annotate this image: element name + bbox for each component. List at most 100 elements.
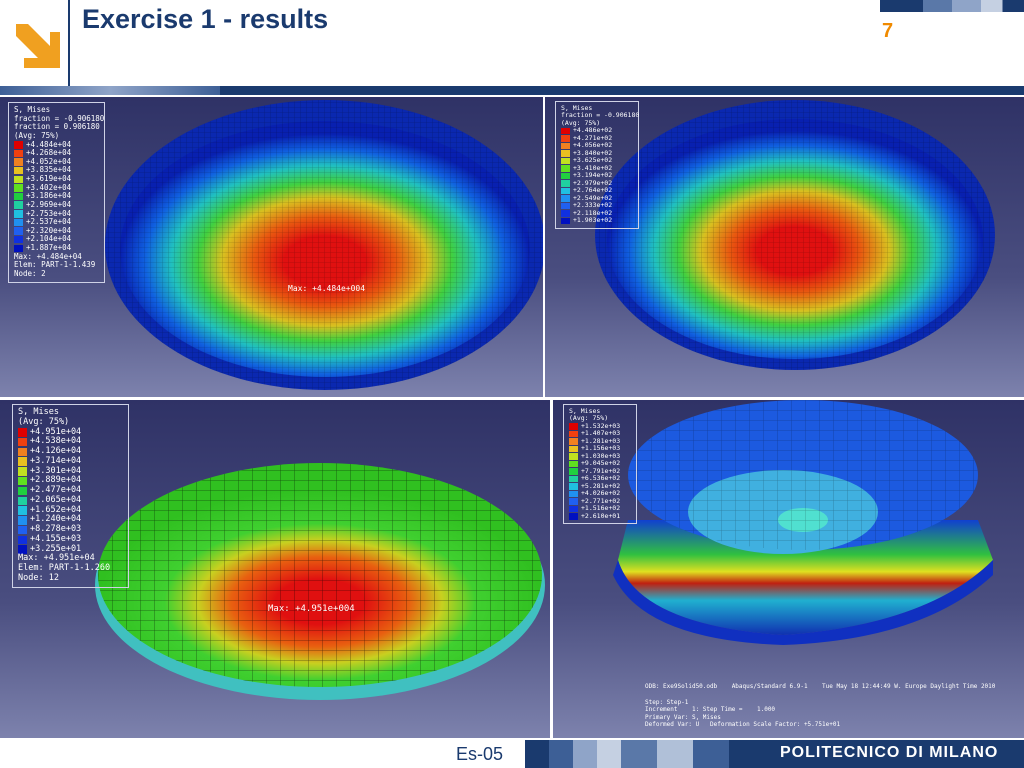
legend-value: +4.486e+02 [573, 126, 613, 135]
legend-title: S, Mises [561, 104, 593, 112]
legend-row: +3.619e+04 [14, 174, 99, 184]
legend-swatch [18, 437, 27, 447]
legend-row: +3.840e+02 [561, 149, 633, 157]
legend-swatch [14, 149, 23, 158]
legend-swatch [14, 244, 23, 253]
legend-swatch [14, 201, 23, 209]
legend-swatch [561, 165, 570, 172]
legend-row: +8.278e+03 [18, 524, 123, 535]
legend-swatch [14, 166, 23, 175]
info-line: Step: Step-1 [645, 698, 689, 706]
legend-title: S, Mises [18, 407, 59, 417]
page-number: 7 [882, 20, 894, 42]
legend-value: +2.333e+02 [573, 201, 613, 210]
legend-footer: Elem: PART-1-1.439 [14, 260, 96, 270]
legend: S, Mises (Avg: 75%) +4.951e+04 +4.538e+04 +4… [12, 404, 129, 588]
legend-row: +1.156e+03 [569, 444, 631, 453]
legend-footer: Node: 2 [14, 268, 46, 278]
legend-value: +4.026e+02 [581, 489, 621, 498]
legend-title: fraction = -0.906180 [561, 111, 640, 120]
legend-value: +2.764e+02 [573, 186, 613, 195]
legend-row: +2.320e+04 [14, 226, 99, 236]
legend-swatch [569, 513, 578, 520]
legend-swatch [18, 476, 27, 486]
legend-row: +1.281e+03 [569, 437, 631, 445]
info-line: Increment 1: Step Time = 1.000 [645, 706, 776, 713]
legend-value: +3.625e+02 [573, 156, 613, 165]
legend-value: +1.887e+04 [26, 243, 72, 252]
stress-plot [105, 100, 543, 390]
max-annotation: Max: +4.951e+004 [268, 604, 355, 614]
legend-value: +2.979e+02 [573, 178, 613, 187]
legend-row: +2.889e+04 [18, 476, 123, 486]
legend-value: +4.538e+04 [30, 436, 82, 447]
legend-value: +1.240e+04 [30, 514, 82, 525]
legend-swatch [561, 187, 570, 195]
legend-swatch [561, 157, 570, 165]
legend-swatch [18, 535, 27, 545]
legend-row: +4.052e+04 [14, 156, 99, 167]
legend-row: +2.764e+02 [561, 186, 633, 195]
legend-value: +3.186e+04 [26, 191, 72, 201]
legend-row: +7.791e+02 [569, 467, 631, 475]
legend-swatch [18, 496, 27, 506]
legend-footer: Elem: PART-1-1.260 [18, 563, 111, 574]
legend: S, Mises (Avg: 75%) +1.532e+03 +1.407e+03 +1… [563, 404, 637, 525]
legend-swatch [561, 172, 570, 180]
legend-value: +2.610e+01 [581, 511, 621, 520]
legend-swatch [561, 142, 570, 150]
legend-value: +1.156e+03 [581, 444, 621, 453]
legend-swatch [569, 475, 578, 483]
legend-swatch [14, 218, 23, 227]
result-panel: S, Mises (Avg: 75%) +4.951e+04 +4.538e+04 +4… [0, 400, 550, 738]
legend-value: +3.714e+04 [30, 455, 82, 466]
legend-value: +1.030e+03 [581, 451, 621, 460]
legend-value: +4.052e+04 [26, 156, 72, 166]
legend-row: +3.714e+04 [18, 455, 123, 467]
legend-row: +4.026e+02 [569, 489, 631, 498]
header-band-light [0, 86, 220, 95]
info-line: Primary Var: S, Mises [645, 713, 721, 721]
legend-swatch [18, 457, 27, 466]
legend-swatch [18, 506, 27, 515]
legend-value: +4.056e+02 [573, 141, 613, 150]
legend-row: +2.477e+04 [18, 485, 123, 496]
legend-swatch [569, 460, 578, 468]
result-panel: S, Mises fraction = -0.906180 (Avg: 75%) +4… [545, 97, 1024, 397]
legend-swatch [569, 453, 578, 460]
info-line: Deformed Var: U Deformation Scale Factor… [645, 721, 841, 728]
legend-row: +4.056e+02 [561, 141, 633, 150]
legend-row: +3.186e+04 [14, 192, 99, 201]
legend-value: +3.194e+02 [573, 171, 613, 180]
legend-swatch [569, 505, 578, 513]
legend-value: +2.477e+04 [30, 485, 82, 496]
legend-swatch [14, 227, 23, 235]
legend-swatch [14, 158, 23, 166]
legend-value: +2.753e+04 [26, 208, 72, 218]
legend-row: +4.155e+03 [18, 534, 123, 545]
legend-row: +1.903e+02 [561, 216, 633, 225]
stress-plot [613, 400, 993, 645]
legend-row: +2.333e+02 [561, 201, 633, 210]
legend-value: +1.903e+02 [573, 216, 613, 225]
legend-swatch [569, 430, 578, 438]
legend-row: +2.771e+02 [569, 497, 631, 505]
legend-value: +2.118e+02 [573, 208, 613, 217]
legend-value: +9.045e+02 [581, 459, 621, 468]
legend-row: +4.126e+04 [18, 446, 123, 457]
legend-footer: Max: +4.484e+04 [14, 251, 82, 261]
legend-row: +1.516e+02 [569, 504, 631, 513]
legend-swatch [569, 490, 578, 498]
legend-value: +2.969e+04 [26, 199, 72, 209]
legend-value: +3.410e+02 [573, 163, 613, 172]
legend-row: +2.065e+04 [18, 495, 123, 506]
legend-value: +4.484e+04 [26, 139, 72, 149]
legend-row: +6.536e+02 [569, 474, 631, 483]
stress-plot [595, 100, 995, 370]
legend-row: +3.625e+02 [561, 156, 633, 165]
result-panel: S, Mises (Avg: 75%) +1.532e+03 +1.407e+03 +1… [553, 400, 1024, 738]
legend-row: +3.255e+01 [18, 544, 123, 555]
legend-value: +2.889e+04 [30, 475, 82, 486]
legend-title: fraction = 0.906180 [14, 122, 100, 132]
legend-swatch [14, 175, 23, 184]
